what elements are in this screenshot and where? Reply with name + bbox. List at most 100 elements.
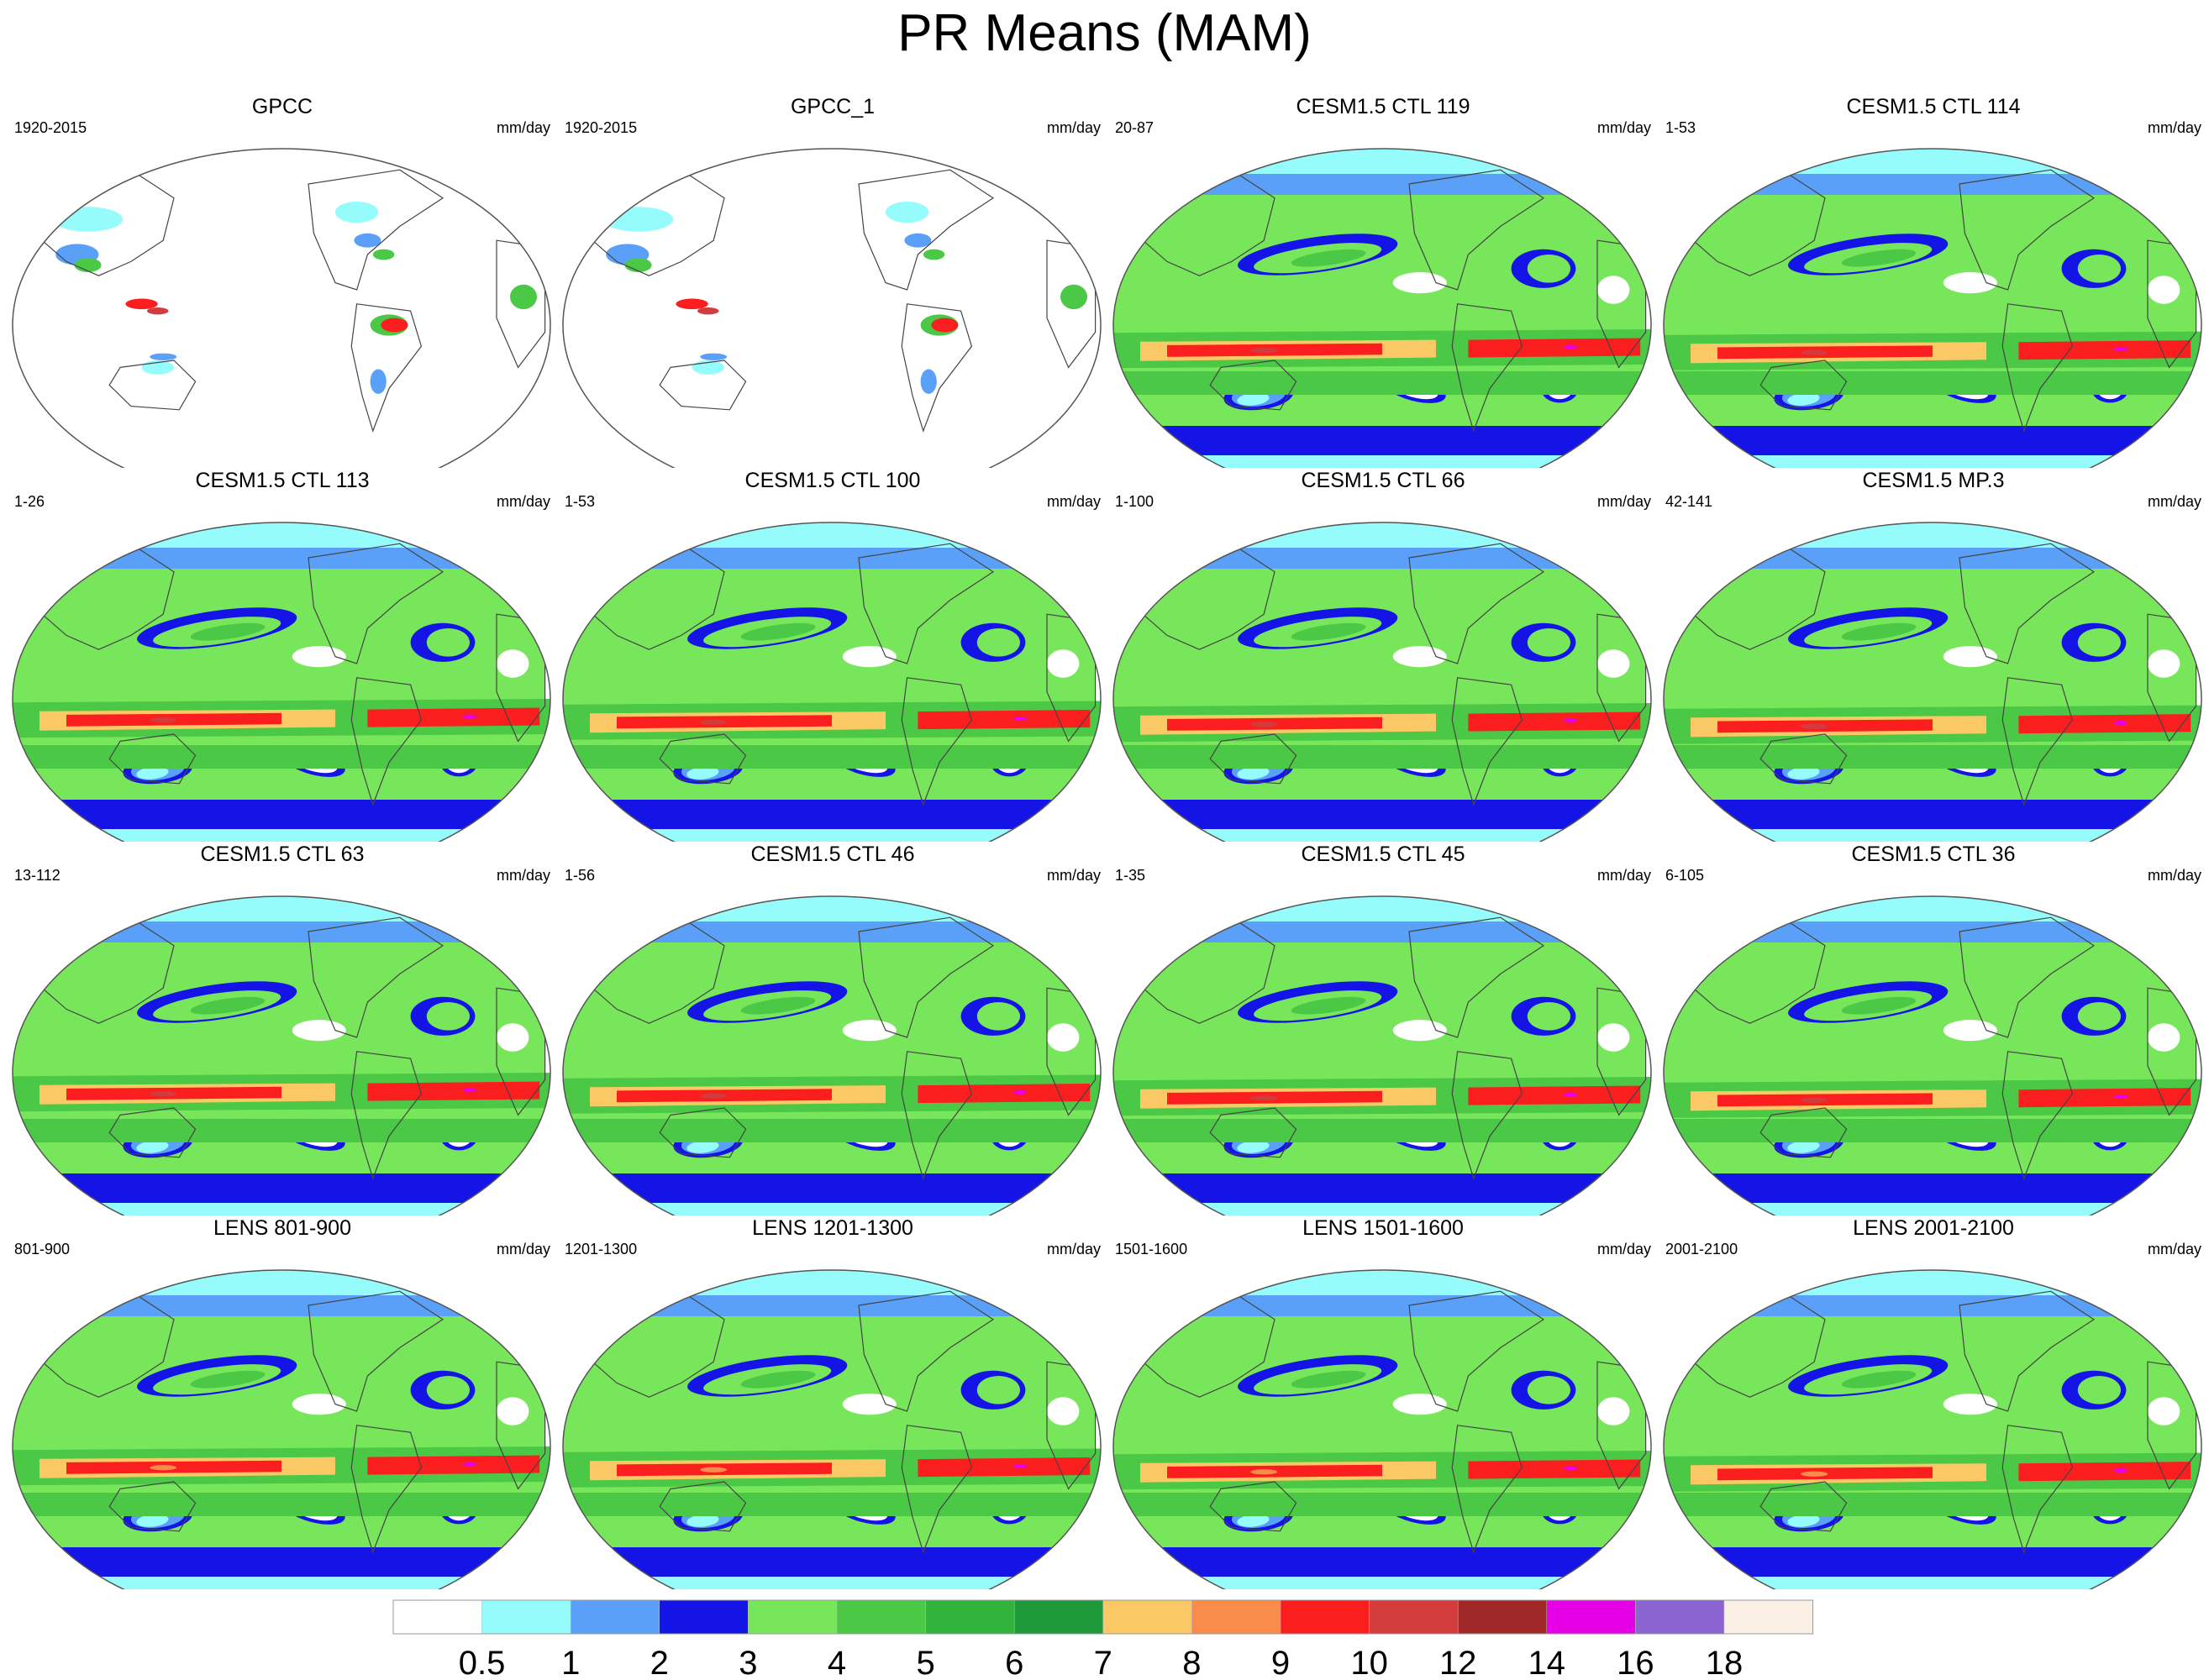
precip-field bbox=[563, 149, 1095, 468]
colorbar-swatch bbox=[659, 1599, 749, 1635]
precip-field bbox=[13, 522, 550, 842]
panel-years: 1-35 bbox=[1115, 867, 1146, 884]
panel-years: 1201-1300 bbox=[565, 1241, 638, 1257]
precip-map bbox=[562, 148, 1102, 468]
coastlines bbox=[1674, 916, 2197, 1180]
precip-field bbox=[1113, 149, 1651, 468]
panel-years: 1-53 bbox=[1665, 119, 1696, 136]
precip-map bbox=[1112, 148, 1652, 468]
panel-years: 1-56 bbox=[565, 867, 596, 884]
panel-years: 1-100 bbox=[1115, 493, 1154, 510]
colorbar-swatch bbox=[1013, 1599, 1104, 1635]
figure-title: PR Means (MAM) bbox=[897, 4, 1312, 62]
panel-title: CESM1.5 CTL 46 bbox=[750, 843, 915, 866]
panel-years: 801-900 bbox=[14, 1241, 71, 1257]
map-panel: CESM1.5 CTL 113 1-26 mm/day bbox=[7, 468, 558, 842]
map-outline bbox=[562, 895, 1102, 1215]
colorbar-label: 3 bbox=[739, 1645, 757, 1680]
precip-map bbox=[12, 895, 551, 1215]
panel-years: 1920-2015 bbox=[14, 119, 87, 136]
panel-years: 2001-2100 bbox=[1665, 1241, 1738, 1257]
coastlines bbox=[573, 543, 1097, 806]
colorbar-label: 18 bbox=[1706, 1645, 1744, 1680]
panel-title: CESM1.5 CTL 100 bbox=[744, 469, 921, 492]
map-outline bbox=[1663, 522, 2202, 842]
map-outline bbox=[1112, 1269, 1652, 1589]
panel-units: mm/day bbox=[496, 1241, 550, 1257]
colorbar-swatch bbox=[392, 1599, 482, 1635]
panel-units: mm/day bbox=[1596, 1241, 1651, 1257]
precip-field bbox=[1113, 1270, 1651, 1589]
colorbar-swatch bbox=[481, 1599, 571, 1635]
map-panel: CESM1.5 CTL 100 1-53 mm/day bbox=[557, 468, 1108, 842]
colorbar-label: 16 bbox=[1617, 1645, 1654, 1680]
colorbar-swatch bbox=[1546, 1599, 1636, 1635]
colorbar-label: 0.5 bbox=[459, 1645, 506, 1680]
panel-title: CESM1.5 CTL 36 bbox=[1851, 843, 2016, 866]
map-outline bbox=[12, 895, 551, 1215]
colorbar-label: 8 bbox=[1182, 1645, 1201, 1680]
colorbar-swatch bbox=[1457, 1599, 1548, 1635]
precip-map bbox=[1112, 522, 1652, 842]
precip-field bbox=[563, 522, 1101, 842]
map-outline bbox=[12, 1269, 551, 1589]
map-outline bbox=[1112, 148, 1652, 468]
precip-field bbox=[1113, 896, 1651, 1215]
precip-map bbox=[1663, 148, 2202, 468]
colorbar-swatch bbox=[1191, 1599, 1281, 1635]
colorbar-swatch bbox=[1280, 1599, 1370, 1635]
panel-units: mm/day bbox=[496, 867, 550, 884]
precip-field bbox=[1664, 149, 2201, 468]
precip-map bbox=[12, 522, 551, 842]
colorbar-swatch bbox=[570, 1599, 660, 1635]
panel-years: 1920-2015 bbox=[565, 119, 638, 136]
colorbar-label: 7 bbox=[1094, 1645, 1112, 1680]
map-outline bbox=[1663, 895, 2202, 1215]
map-panel: CESM1.5 CTL 114 1-53 mm/day bbox=[1658, 94, 2209, 468]
precip-field bbox=[1664, 1270, 2201, 1589]
map-outline bbox=[1663, 148, 2202, 468]
colorbar-label: 1 bbox=[561, 1645, 580, 1680]
map-outline bbox=[1112, 522, 1652, 842]
map-panel: CESM1.5 CTL 63 13-112 mm/day bbox=[7, 842, 558, 1215]
colorbar-swatch bbox=[1723, 1599, 1813, 1635]
panel-title: CESM1.5 CTL 114 bbox=[1846, 95, 2021, 118]
precip-map bbox=[562, 1269, 1102, 1589]
coastlines bbox=[1674, 169, 2197, 433]
panel-years: 1-53 bbox=[565, 493, 596, 510]
precip-field bbox=[563, 896, 1101, 1215]
panel-units: mm/day bbox=[1046, 867, 1101, 884]
map-panel: LENS 1201-1300 1201-1300 mm/day bbox=[557, 1215, 1108, 1589]
panel-years: 20-87 bbox=[1115, 119, 1154, 136]
precip-map bbox=[562, 895, 1102, 1215]
precip-field bbox=[1664, 522, 2201, 842]
map-outline bbox=[562, 1269, 1102, 1589]
panel-title: CESM1.5 CTL 66 bbox=[1301, 469, 1465, 492]
precip-field bbox=[13, 1270, 550, 1589]
map-panel: CESM1.5 CTL 46 1-56 mm/day bbox=[557, 842, 1108, 1215]
colorbar-label: 4 bbox=[828, 1645, 846, 1680]
colorbar-swatch bbox=[925, 1599, 1015, 1635]
colorbar-label: 12 bbox=[1439, 1645, 1477, 1680]
colorbar-label: 9 bbox=[1271, 1645, 1290, 1680]
panel-title: CESM1.5 CTL 63 bbox=[200, 843, 365, 866]
precip-field bbox=[1113, 522, 1651, 842]
map-outline bbox=[1663, 1269, 2202, 1589]
panel-units: mm/day bbox=[2147, 1241, 2201, 1257]
panel-units: mm/day bbox=[496, 119, 550, 136]
panel-years: 42-141 bbox=[1665, 493, 1713, 510]
coastlines bbox=[1123, 1290, 1647, 1554]
map-panel: LENS 1501-1600 1501-1600 mm/day bbox=[1107, 1215, 1659, 1589]
map-panel: GPCC 1920-2015 mm/day bbox=[7, 94, 558, 468]
panel-units: mm/day bbox=[1596, 493, 1651, 510]
colorbar-swatch bbox=[748, 1599, 838, 1635]
coastlines bbox=[1123, 169, 1647, 433]
panel-units: mm/day bbox=[2147, 867, 2201, 884]
precip-map bbox=[12, 1269, 551, 1589]
colorbar-swatch bbox=[1102, 1599, 1192, 1635]
panel-title: GPCC_1 bbox=[790, 95, 876, 118]
precip-field bbox=[563, 1270, 1101, 1589]
panel-years: 1501-1600 bbox=[1115, 1241, 1188, 1257]
precip-map bbox=[1112, 1269, 1652, 1589]
precip-map bbox=[1112, 895, 1652, 1215]
